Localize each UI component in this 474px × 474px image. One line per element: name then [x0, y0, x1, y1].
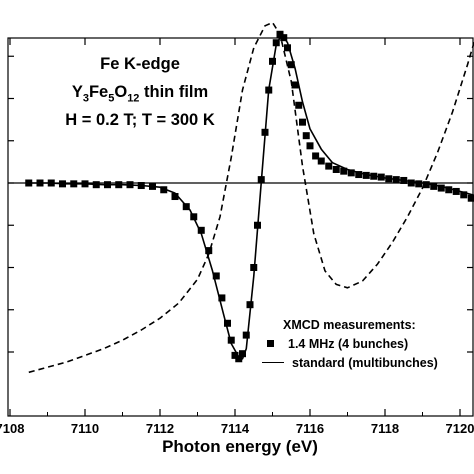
- formula-fe-sub: 5: [108, 92, 115, 105]
- formula-suffix: thin film: [139, 83, 209, 101]
- data-point-square: [467, 194, 474, 202]
- annotation-line-3: H = 0.2 T; T = 300 K: [65, 111, 215, 129]
- data-point-square: [287, 61, 295, 69]
- legend-entry-line: standard (multibunches): [262, 356, 438, 370]
- data-point-square: [299, 118, 306, 126]
- x-tick-label: 7120: [446, 421, 474, 436]
- annotation-line-2: Y3Fe5O12 thin film: [30, 83, 250, 104]
- x-tick-label: 7108: [0, 421, 24, 436]
- series-layer: [25, 21, 474, 374]
- x-axis-label: Photon energy (eV): [162, 437, 318, 456]
- legend-label-line: standard (multibunches): [292, 356, 438, 370]
- data-point-square: [355, 171, 363, 179]
- x-ticks: 7108 7110 7112 7114 7116 7118 7120: [0, 38, 474, 436]
- data-point-square: [239, 350, 246, 358]
- data-point-square: [218, 294, 226, 302]
- data-point-square: [422, 181, 430, 189]
- data-point-square: [430, 182, 438, 190]
- data-point-square: [160, 186, 168, 194]
- legend-entry-markers: 1.4 MHz (4 bunches): [262, 337, 408, 351]
- data-point-square: [452, 187, 460, 195]
- data-point-square: [295, 101, 303, 109]
- data-point-square: [212, 272, 220, 280]
- formula-fe: Fe: [88, 83, 109, 101]
- data-point-square: [347, 169, 355, 177]
- data-point-square: [242, 331, 250, 339]
- formula-o: O: [114, 83, 128, 101]
- data-point-square: [25, 179, 33, 187]
- legend-square-icon: [267, 340, 274, 347]
- data-point-square: [460, 191, 468, 199]
- annotation-line-1: Fe K-edge: [100, 55, 180, 73]
- data-point-square: [415, 180, 423, 188]
- data-point-square: [302, 132, 310, 140]
- data-point-square: [171, 193, 179, 201]
- legend-line-icon: [262, 362, 284, 363]
- data-point-square: [231, 351, 239, 359]
- data-point-square: [445, 186, 453, 194]
- x-tick-label: 7110: [71, 421, 99, 436]
- y-tick-marks: [8, 55, 473, 353]
- data-point-square: [227, 336, 235, 344]
- x-tick-label: 7114: [221, 421, 250, 436]
- data-point-square: [317, 157, 325, 165]
- data-point-square: [437, 184, 445, 192]
- data-point-square: [205, 247, 213, 255]
- data-point-square: [272, 39, 280, 47]
- data-point-square: [312, 152, 320, 160]
- data-point-square: [224, 319, 231, 327]
- plot-frame: [7, 37, 474, 417]
- data-point-square: [332, 165, 340, 173]
- x-tick-label: 7112: [146, 421, 174, 436]
- data-point-square: [340, 167, 348, 175]
- data-point-square: [284, 44, 291, 52]
- formula-o-sub: 12: [127, 92, 140, 105]
- data-point-square: [235, 355, 243, 363]
- data-point-square: [325, 162, 333, 170]
- legend-label-markers: 1.4 MHz (4 bunches): [288, 337, 409, 351]
- data-point-square: [407, 179, 415, 187]
- data-point-square: [306, 142, 314, 150]
- data-point-square: [269, 57, 276, 65]
- x-tick-label: 7116: [296, 421, 324, 436]
- formula-y-sub: 3: [82, 92, 89, 105]
- x-tick-label: 7118: [371, 421, 399, 436]
- data-point-square: [197, 226, 205, 234]
- legend-title: XMCD measurements:: [283, 318, 416, 332]
- data-point-square: [246, 301, 254, 309]
- formula-y: Y: [71, 83, 83, 101]
- standard-series-line: [28, 33, 474, 360]
- data-point-square: [291, 81, 299, 89]
